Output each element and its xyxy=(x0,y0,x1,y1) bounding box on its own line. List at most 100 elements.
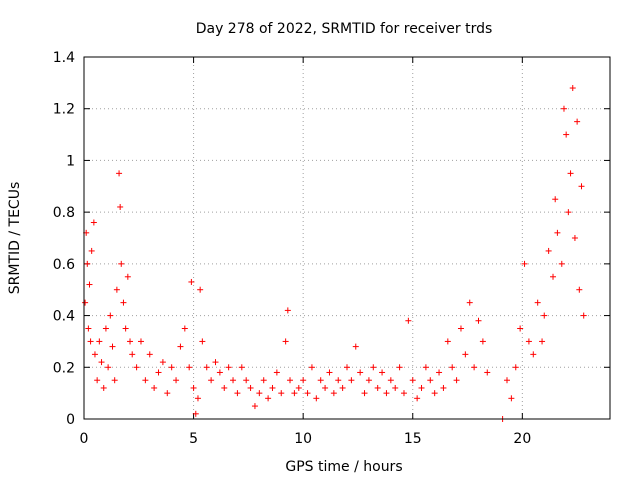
data-point xyxy=(576,286,583,293)
data-point xyxy=(550,273,557,280)
data-point xyxy=(107,312,114,319)
data-point xyxy=(370,364,377,371)
data-point xyxy=(317,377,324,384)
data-point xyxy=(387,377,394,384)
data-point xyxy=(260,377,267,384)
data-point xyxy=(400,390,407,397)
data-point xyxy=(208,377,215,384)
data-point xyxy=(558,260,565,267)
data-point xyxy=(88,247,95,254)
data-point xyxy=(503,377,510,384)
data-point xyxy=(118,260,125,267)
data-point xyxy=(111,377,118,384)
data-point xyxy=(188,278,195,285)
data-point xyxy=(113,286,120,293)
data-point xyxy=(335,377,342,384)
data-point xyxy=(444,338,451,345)
data-point xyxy=(405,317,412,324)
data-point xyxy=(273,369,280,376)
data-points xyxy=(82,85,587,422)
data-point xyxy=(146,351,153,358)
y-tick-label: 0.2 xyxy=(53,360,75,376)
data-point xyxy=(462,351,469,358)
data-point xyxy=(243,377,250,384)
data-point xyxy=(100,384,107,391)
data-point xyxy=(177,343,184,350)
data-point xyxy=(85,325,92,332)
data-point xyxy=(545,247,552,254)
data-point xyxy=(352,343,359,350)
data-point xyxy=(357,369,364,376)
data-point xyxy=(361,390,368,397)
data-point xyxy=(265,395,272,402)
data-point xyxy=(287,377,294,384)
data-point xyxy=(475,317,482,324)
plot-frame xyxy=(83,56,611,420)
data-point xyxy=(230,377,237,384)
data-point xyxy=(87,338,94,345)
data-point xyxy=(155,369,162,376)
data-point xyxy=(84,260,91,267)
x-axis-label: GPS time / hours xyxy=(285,459,402,475)
data-point xyxy=(574,118,581,125)
data-point xyxy=(484,369,491,376)
data-point xyxy=(418,384,425,391)
data-point xyxy=(396,364,403,371)
data-point xyxy=(122,325,129,332)
data-point xyxy=(552,196,559,203)
data-point xyxy=(291,390,298,397)
data-point xyxy=(512,364,519,371)
data-point xyxy=(300,377,307,384)
data-point xyxy=(86,281,93,288)
data-point xyxy=(379,369,386,376)
data-point xyxy=(560,105,567,112)
data-point xyxy=(109,343,116,350)
data-point xyxy=(133,364,140,371)
y-tick-label: 0.4 xyxy=(53,309,75,325)
data-point xyxy=(383,390,390,397)
data-point xyxy=(392,384,399,391)
data-point xyxy=(105,364,112,371)
data-point xyxy=(98,359,105,366)
data-point xyxy=(94,377,101,384)
y-axis-label: SRMTID / TECUs xyxy=(7,182,23,295)
data-point xyxy=(580,312,587,319)
data-point xyxy=(247,384,254,391)
data-point xyxy=(539,338,546,345)
x-tick-label: 20 xyxy=(513,431,531,447)
data-point xyxy=(197,286,204,293)
data-point xyxy=(578,183,585,190)
data-point xyxy=(82,299,89,306)
data-point xyxy=(330,390,337,397)
data-point xyxy=(159,359,166,366)
data-point xyxy=(194,395,201,402)
data-point xyxy=(216,369,223,376)
data-point xyxy=(565,209,572,216)
data-point xyxy=(409,377,416,384)
data-point xyxy=(212,359,219,366)
data-point xyxy=(173,377,180,384)
data-point xyxy=(308,364,315,371)
data-point xyxy=(569,85,576,92)
x-tick-label: 0 xyxy=(80,431,89,447)
data-point xyxy=(436,369,443,376)
x-tick-label: 15 xyxy=(404,431,422,447)
y-tick-label: 0 xyxy=(66,412,75,428)
data-point xyxy=(466,299,473,306)
data-point xyxy=(344,364,350,371)
data-point xyxy=(181,325,188,332)
data-point xyxy=(199,338,206,345)
data-point xyxy=(521,260,528,267)
data-point xyxy=(348,377,355,384)
data-point xyxy=(530,351,537,358)
data-point xyxy=(238,364,245,371)
data-point xyxy=(313,395,320,402)
data-point xyxy=(508,395,515,402)
data-point xyxy=(96,338,103,345)
data-point xyxy=(479,338,486,345)
data-point xyxy=(304,390,311,397)
y-tick-label: 1 xyxy=(66,153,75,169)
data-point xyxy=(427,377,434,384)
x-tick-label: 10 xyxy=(294,431,312,447)
